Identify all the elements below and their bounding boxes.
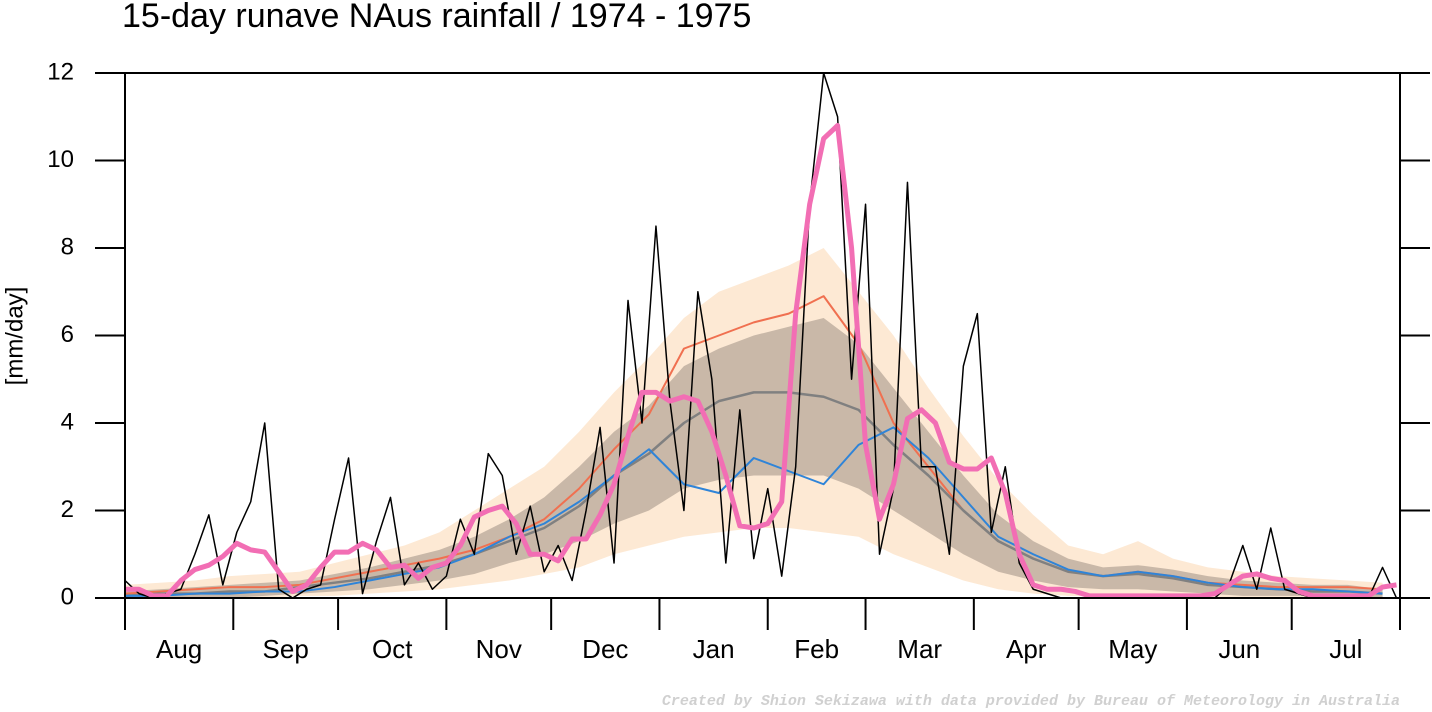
series-line xyxy=(125,123,1397,598)
y-tick-label: 10 xyxy=(47,146,74,173)
x-tick-label: Nov xyxy=(476,634,522,664)
x-tick-label: Sep xyxy=(263,634,309,664)
x-tick-label: Apr xyxy=(1006,634,1047,664)
x-tick-label: Dec xyxy=(582,634,628,664)
y-tick-label: 2 xyxy=(61,496,74,523)
y-tick-label: 8 xyxy=(61,233,74,260)
x-tick-label: Jul xyxy=(1329,634,1362,664)
plot-area xyxy=(125,73,1398,598)
x-tick-label: May xyxy=(1108,634,1157,664)
y-tick-label: 4 xyxy=(61,408,74,435)
series-line xyxy=(125,391,1383,598)
x-tick-label: Feb xyxy=(794,634,839,664)
series-line xyxy=(125,426,1383,597)
y-tick-label: 12 xyxy=(47,58,74,85)
x-tick-label: Oct xyxy=(372,634,413,664)
x-tick-label: Mar xyxy=(897,634,942,664)
x-tick-label: Jan xyxy=(693,634,735,664)
x-tick-label: Jun xyxy=(1218,634,1260,664)
y-axis-label: [mm/day] xyxy=(1,287,28,386)
credit: Created by Shion Sekizawa with data prov… xyxy=(662,693,1400,710)
y-tick-label: 0 xyxy=(61,583,74,610)
chart-title: 15-day runave NAus rainfall / 1974 - 197… xyxy=(122,0,751,35)
y-tick-label: 6 xyxy=(61,321,74,348)
x-tick-label: Aug xyxy=(156,634,202,664)
